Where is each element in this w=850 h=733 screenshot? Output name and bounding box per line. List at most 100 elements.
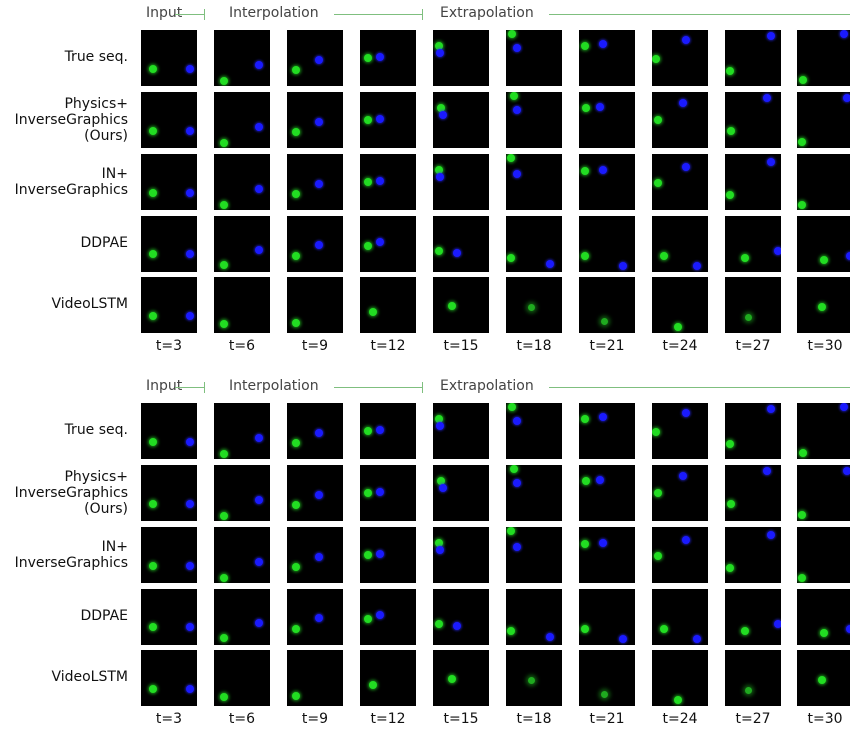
phase-label-interpolation: Interpolation xyxy=(229,378,319,394)
phase-line xyxy=(175,14,204,15)
green-ball xyxy=(507,627,515,635)
phase-line xyxy=(175,387,204,388)
video-frame xyxy=(287,277,343,333)
blue-ball xyxy=(376,611,384,619)
green-ball xyxy=(745,314,752,321)
video-frame xyxy=(214,465,270,521)
video-frame xyxy=(652,527,708,583)
video-frame xyxy=(652,154,708,210)
row-label: IN+ InverseGraphics xyxy=(15,539,128,571)
blue-ball xyxy=(453,622,461,630)
video-frame xyxy=(360,92,416,148)
video-frame xyxy=(360,277,416,333)
green-ball xyxy=(799,76,807,84)
phase-tick xyxy=(204,8,205,20)
video-frame xyxy=(433,92,489,148)
video-frame xyxy=(141,465,197,521)
green-ball xyxy=(727,500,735,508)
blue-ball xyxy=(453,249,461,257)
video-frame xyxy=(725,527,781,583)
video-frame xyxy=(214,92,270,148)
time-label: t=24 xyxy=(662,338,698,354)
green-ball xyxy=(435,620,443,628)
row-label-line: Physics+ xyxy=(64,469,128,485)
blue-ball xyxy=(436,422,444,430)
phase-line xyxy=(549,14,850,15)
blue-ball xyxy=(513,543,521,551)
video-frame xyxy=(652,403,708,459)
green-ball xyxy=(726,67,734,75)
green-ball xyxy=(726,564,734,572)
video-frame xyxy=(725,403,781,459)
green-ball xyxy=(799,449,807,457)
figure-panel: Input Interpolation Extrapolation True seq.… xyxy=(0,373,850,733)
video-frame xyxy=(797,30,850,86)
time-label: t=6 xyxy=(228,338,256,354)
video-frame xyxy=(433,403,489,459)
green-ball xyxy=(581,625,589,633)
row-label-line: (Ours) xyxy=(84,128,128,144)
blue-ball xyxy=(682,36,690,44)
video-frame xyxy=(287,30,343,86)
blue-ball xyxy=(774,620,781,628)
blue-ball xyxy=(619,635,627,643)
green-ball xyxy=(149,65,157,73)
video-frame xyxy=(797,277,850,333)
green-ball xyxy=(364,427,372,435)
green-ball xyxy=(292,66,300,74)
green-ball xyxy=(435,539,443,547)
video-frame xyxy=(579,154,635,210)
green-ball xyxy=(364,615,372,623)
video-frame xyxy=(141,403,197,459)
blue-ball xyxy=(315,241,323,249)
blue-ball xyxy=(513,170,521,178)
green-ball xyxy=(292,692,300,700)
video-frame xyxy=(360,465,416,521)
video-frame xyxy=(433,650,489,706)
green-ball xyxy=(292,190,300,198)
green-ball xyxy=(745,687,752,694)
green-ball xyxy=(798,574,806,582)
video-frame xyxy=(433,589,489,645)
green-ball xyxy=(435,42,443,50)
time-label: t=12 xyxy=(370,338,406,354)
row-label: VideoLSTM xyxy=(51,669,128,685)
green-ball xyxy=(435,166,443,174)
video-frame xyxy=(725,589,781,645)
green-ball xyxy=(798,138,806,146)
green-ball xyxy=(435,247,443,255)
time-label: t=9 xyxy=(301,338,329,354)
blue-ball xyxy=(315,491,323,499)
video-frame xyxy=(506,589,562,645)
blue-ball xyxy=(186,500,194,508)
blue-ball xyxy=(255,185,263,193)
green-ball xyxy=(220,139,228,147)
blue-ball xyxy=(763,94,771,102)
video-frame xyxy=(579,277,635,333)
video-frame xyxy=(797,589,850,645)
green-ball xyxy=(508,30,516,38)
green-ball xyxy=(292,439,300,447)
video-frame xyxy=(797,403,850,459)
phase-tick xyxy=(422,8,423,20)
green-ball xyxy=(508,403,516,411)
blue-ball xyxy=(315,553,323,561)
blue-ball xyxy=(767,32,775,40)
row-label: Physics+ InverseGraphics (Ours) xyxy=(15,469,128,517)
row-label-line: True seq. xyxy=(64,49,128,65)
green-ball xyxy=(798,511,806,519)
blue-ball xyxy=(436,173,444,181)
blue-ball xyxy=(255,434,263,442)
video-frame xyxy=(652,465,708,521)
green-ball xyxy=(369,681,377,689)
video-frame xyxy=(141,92,197,148)
row-label: DDPAE xyxy=(80,608,128,624)
video-frame xyxy=(652,650,708,706)
blue-ball xyxy=(376,426,384,434)
video-frame xyxy=(141,650,197,706)
time-label: t=6 xyxy=(228,711,256,727)
blue-ball xyxy=(186,189,194,197)
blue-ball xyxy=(315,118,323,126)
blue-ball xyxy=(186,127,194,135)
row-label-line: IN+ xyxy=(101,166,128,182)
